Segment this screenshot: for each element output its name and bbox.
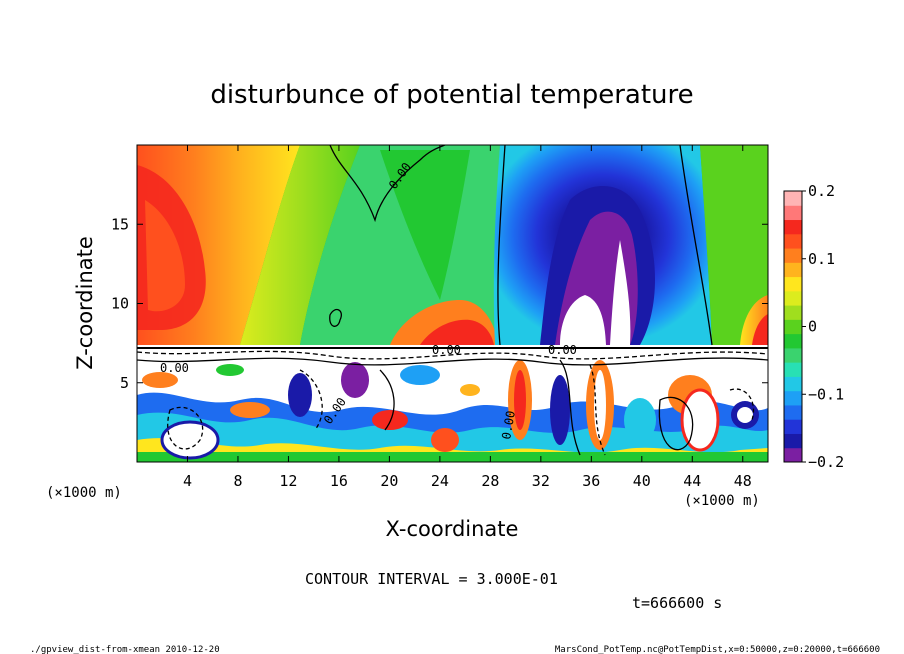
colorbar-segment xyxy=(784,333,802,349)
y-tick-label: 10 xyxy=(111,295,129,313)
colorbar-segment xyxy=(784,276,802,292)
x-unit-right: (×1000 m) xyxy=(684,493,760,509)
yellow-green-band xyxy=(240,145,360,345)
colorbar-segment xyxy=(784,390,802,406)
colorbar-segment xyxy=(784,205,802,221)
turbulent-layer xyxy=(137,345,768,462)
colorbar-segment xyxy=(784,447,802,463)
contour-interval-text: CONTOUR INTERVAL = 3.000E-01 xyxy=(305,570,558,588)
x-axis-label: X-coordinate xyxy=(386,517,519,541)
contour-label: 0.00 xyxy=(432,343,461,357)
x-tick-label: 28 xyxy=(481,472,499,490)
colorbar-segment xyxy=(784,433,802,449)
y-tick-label: 15 xyxy=(111,215,129,233)
x-tick-label: 20 xyxy=(380,472,398,490)
x-tick-label: 16 xyxy=(330,472,348,490)
green-middle-inner xyxy=(380,150,470,300)
x-tick-label: 36 xyxy=(582,472,600,490)
right-region xyxy=(700,145,768,345)
footer-right: MarsCond_PotTemp.nc@PotTempDist,x=0:5000… xyxy=(555,645,880,654)
warm-core-left-inner xyxy=(145,200,185,312)
colorbar-tick-label: 0 xyxy=(808,318,817,336)
colorbar-segment xyxy=(784,219,802,235)
colorbar-segment xyxy=(784,262,802,278)
contour-lines xyxy=(137,145,768,456)
colorbar-segment xyxy=(784,362,802,377)
colorbar-segment xyxy=(784,191,802,206)
plot-field xyxy=(137,145,768,462)
colorbar-segment xyxy=(784,419,802,434)
x-tick-label: 4 xyxy=(183,472,192,490)
x-tick-label: 40 xyxy=(633,472,651,490)
colorbar-segment xyxy=(784,319,802,335)
colorbar-ticks: 0.2 0.1 0 −0.1 −0.2 xyxy=(802,182,844,471)
x-tick-label: 32 xyxy=(532,472,550,490)
colorbar-tick-label: 0.1 xyxy=(808,250,835,268)
colorbar xyxy=(783,190,803,463)
x-axis: 4 8 12 16 20 24 28 32 36 40 44 48 xyxy=(183,145,752,490)
y-axis-label: Z-coordinate xyxy=(73,236,97,370)
colorbar-segment xyxy=(784,290,802,306)
warm-region-mid-2 xyxy=(420,319,494,345)
y-axis: 5 10 15 xyxy=(111,215,768,392)
x-tick-label: 48 xyxy=(734,472,752,490)
contour-label: 0.00 xyxy=(499,410,518,441)
x-tick-label: 24 xyxy=(431,472,449,490)
chart-title: disturbunce of potential temperature xyxy=(210,80,693,110)
colorbar-segment xyxy=(784,248,802,263)
colorbar-segment xyxy=(784,305,802,320)
x-unit-left: (×1000 m) xyxy=(46,485,122,501)
contour-label-group: 0.00 0.00 0.00 0.00 0.00 0.00 xyxy=(160,160,577,441)
right-region-red xyxy=(752,314,768,345)
colorbar-tick-label: −0.2 xyxy=(808,453,844,471)
colorbar-segment xyxy=(784,376,802,392)
y-tick-label: 5 xyxy=(120,374,129,392)
time-text: t=666600 s xyxy=(632,594,722,612)
colorbar-tick-label: −0.1 xyxy=(808,385,844,403)
x-tick-label: 12 xyxy=(279,472,297,490)
contour-label: 0.00 xyxy=(548,343,577,357)
x-tick-label: 8 xyxy=(233,472,242,490)
contour-label: 0.00 xyxy=(160,361,189,375)
x-tick-label: 44 xyxy=(683,472,701,490)
colorbar-segment xyxy=(784,233,802,249)
footer-left: ./gpview_dist-from-xmean 2010-12-20 xyxy=(30,645,220,654)
colorbar-tick-label: 0.2 xyxy=(808,182,835,200)
colorbar-segment xyxy=(784,347,802,363)
colorbar-segment xyxy=(784,404,802,420)
cold-core-white xyxy=(560,240,631,345)
